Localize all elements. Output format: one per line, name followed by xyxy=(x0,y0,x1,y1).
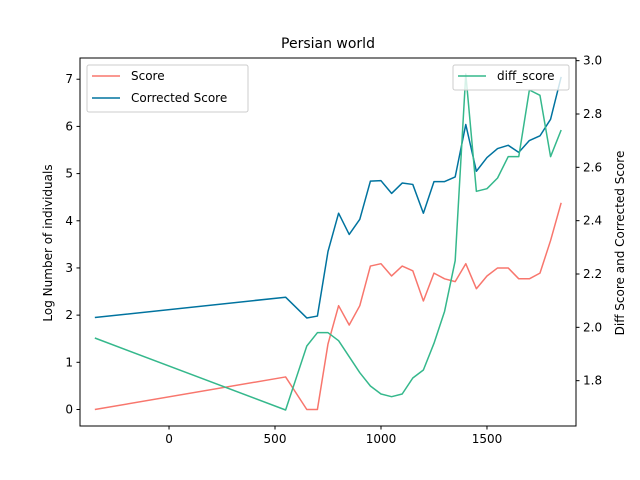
y-right-tick-label: 3.0 xyxy=(583,54,602,68)
legend-label-diff-score: diff_score xyxy=(497,69,554,83)
series-layer xyxy=(94,73,562,411)
y-left-tick-label: 5 xyxy=(65,167,73,181)
y-axis-label-left: Log Number of individuals xyxy=(41,164,55,321)
x-tick-label: 500 xyxy=(264,432,287,446)
legend-top-right: diff_score xyxy=(452,64,570,91)
chart-title: Persian world xyxy=(281,36,375,52)
y-left-tick-label: 6 xyxy=(65,119,73,133)
x-tick-label: 0 xyxy=(165,432,173,446)
y-axis-label-right: Diff Score and Corrected Score xyxy=(613,151,627,336)
series-line-score xyxy=(94,202,562,411)
y-right-tick-label: 2.2 xyxy=(583,267,602,281)
y-left-tick-label: 1 xyxy=(65,355,73,369)
y-right-tick-label: 1.8 xyxy=(583,374,602,388)
legend-box xyxy=(86,64,249,113)
y-left-tick-label: 4 xyxy=(65,214,73,228)
y-left-tick-label: 2 xyxy=(65,308,73,322)
y-left-tick-label: 3 xyxy=(65,261,73,275)
y-right-tick-label: 2.4 xyxy=(583,214,602,228)
series-line-diff-score xyxy=(94,73,562,411)
legend-label-score: Score xyxy=(131,69,165,83)
legend-box xyxy=(452,64,570,91)
legend-label-corrected-score: Corrected Score xyxy=(131,91,227,105)
plot-frame xyxy=(79,57,577,427)
y-left-tick-label: 7 xyxy=(65,72,73,86)
y-right-tick-label: 2.0 xyxy=(583,320,602,334)
axes-layer: 0 500 1000 1500 0 1 2 3 4 5 6 7 1.8 2.0 2.2 2.4 2.6 2.8 3.… xyxy=(65,54,602,446)
x-tick-label: 1000 xyxy=(366,432,397,446)
y-right-tick-label: 2.8 xyxy=(583,107,602,121)
y-left-tick-label: 0 xyxy=(65,402,73,416)
legend-top-left: Score Corrected Score xyxy=(86,64,249,113)
y-right-tick-label: 2.6 xyxy=(583,160,602,174)
x-tick-label: 1500 xyxy=(472,432,503,446)
legend-layer: Score Corrected Score diff_score xyxy=(86,64,570,113)
series-line-corrected-score xyxy=(94,76,562,319)
